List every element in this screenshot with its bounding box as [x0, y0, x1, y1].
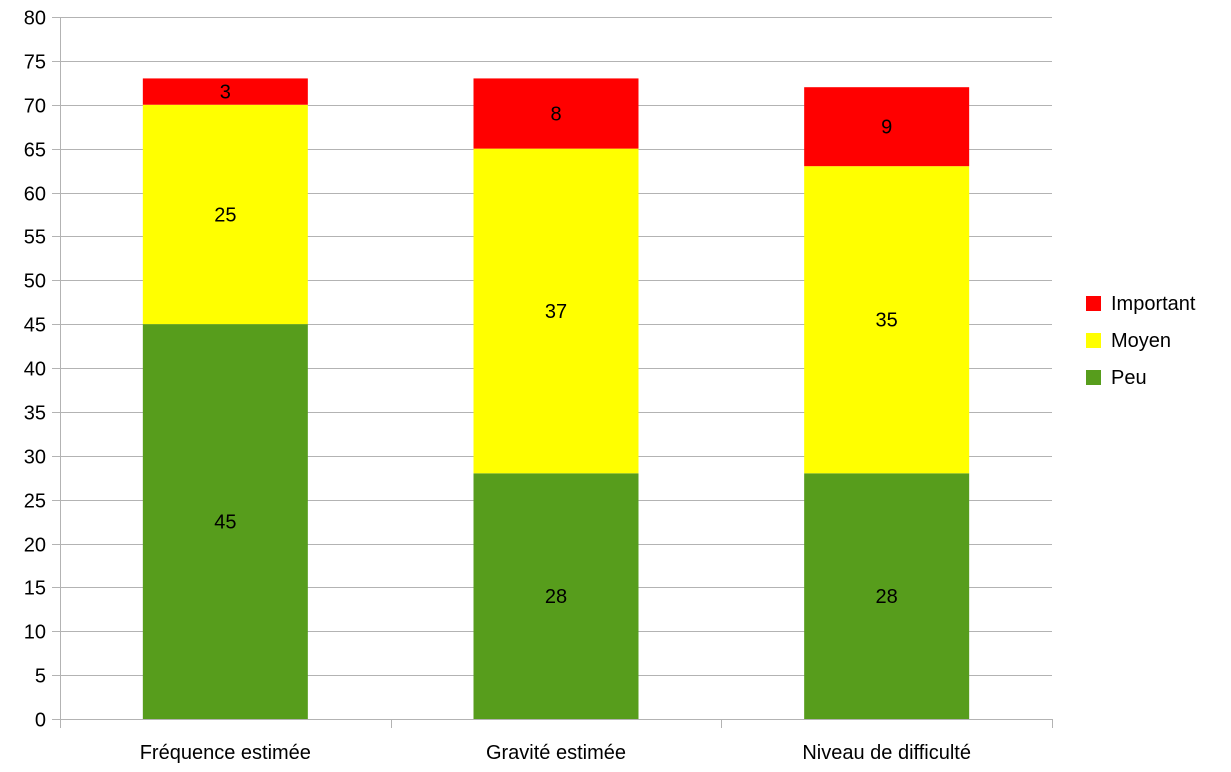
data-label-peu: 28	[876, 586, 898, 608]
bar-segment-peu	[473, 473, 639, 719]
data-label-moyen: 37	[545, 301, 567, 323]
axes	[60, 17, 1052, 720]
y-tick-label: 65	[24, 140, 46, 162]
y-tick-label: 80	[24, 8, 46, 30]
legend-swatch-peu	[1086, 370, 1101, 385]
bars: 45 25 3 28 37 8 28 35 9	[142, 78, 970, 719]
legend-swatch-important	[1086, 296, 1101, 311]
bar-segment-important	[473, 78, 639, 149]
y-tick-label: 0	[35, 710, 46, 732]
data-label-important: 3	[220, 82, 231, 104]
y-axis-ticks: 0 5 10 15 20 25 30 35 40 45 50 55 60 65 70 75 80	[24, 8, 60, 732]
data-label-important: 8	[550, 104, 561, 126]
data-label-peu: 45	[214, 512, 236, 534]
legend-label-important: Important	[1111, 293, 1196, 315]
bar-segment-moyen	[142, 104, 308, 325]
y-tick-label: 50	[24, 271, 46, 293]
x-tick-label: Fréquence estimée	[140, 742, 311, 764]
y-tick-label: 40	[24, 359, 46, 381]
x-axis-ticks: Fréquence estimée Gravité estimée Niveau d…	[60, 719, 1053, 764]
legend: Important Moyen Peu	[1086, 293, 1196, 389]
y-tick-label: 55	[24, 227, 46, 249]
y-tick-label: 45	[24, 315, 46, 337]
bar-segment-important	[142, 78, 308, 105]
y-tick-label: 30	[24, 447, 46, 469]
bar-segment-peu	[142, 324, 308, 719]
legend-swatch-moyen	[1086, 333, 1101, 348]
data-label-peu: 28	[545, 586, 567, 608]
bar-segment-moyen	[473, 148, 639, 474]
y-tick-label: 5	[35, 666, 46, 688]
legend-label-peu: Peu	[1111, 367, 1147, 389]
y-tick-label: 75	[24, 52, 46, 74]
x-tick-label: Niveau de difficulté	[802, 742, 971, 764]
legend-label-moyen: Moyen	[1111, 330, 1171, 352]
y-tick-label: 15	[24, 578, 46, 600]
bar-segment-important	[804, 87, 970, 167]
data-label-moyen: 35	[876, 310, 898, 332]
y-tick-label: 35	[24, 403, 46, 425]
x-tick-label: Gravité estimée	[486, 742, 626, 764]
y-tick-label: 25	[24, 491, 46, 513]
bar-segment-peu	[804, 473, 970, 719]
y-tick-label: 20	[24, 535, 46, 557]
data-label-moyen: 25	[214, 204, 236, 226]
data-label-important: 9	[881, 117, 892, 139]
y-tick-label: 60	[24, 184, 46, 206]
y-tick-label: 70	[24, 96, 46, 118]
y-tick-label: 10	[24, 622, 46, 644]
bar-segment-moyen	[804, 166, 970, 474]
